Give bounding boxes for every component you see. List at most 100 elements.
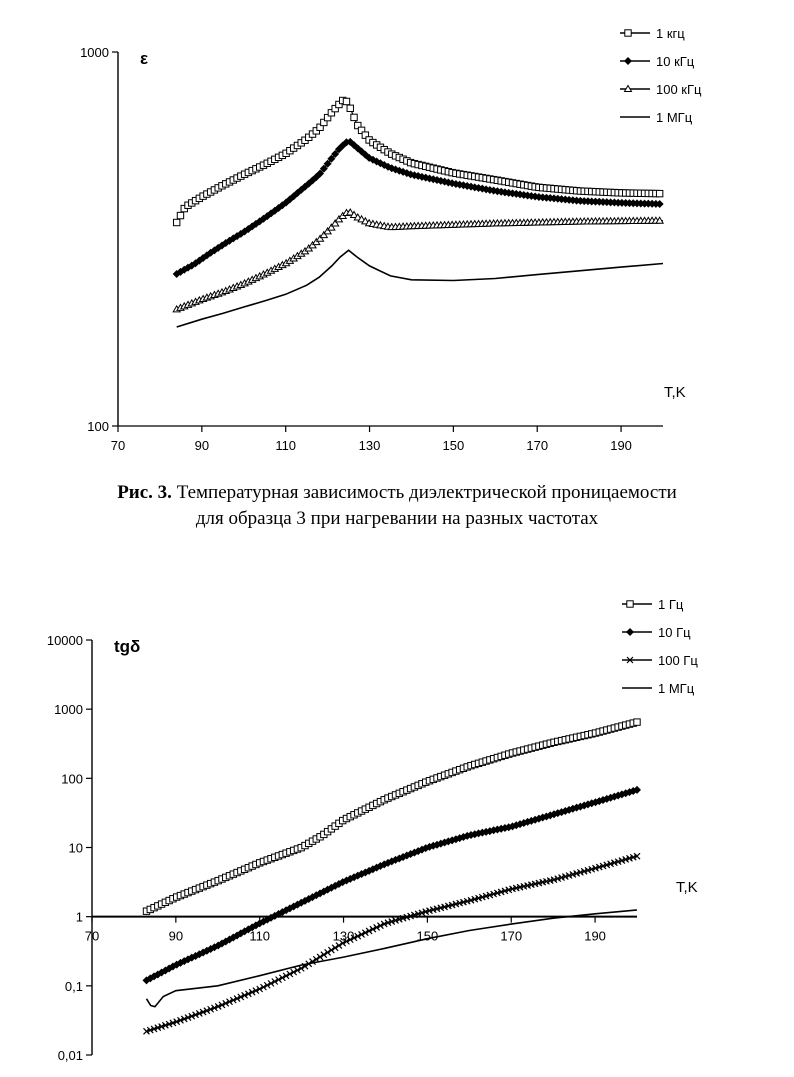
marker-100-гц xyxy=(290,968,298,976)
series-line-10-кгц xyxy=(176,139,664,275)
marker-100-гц xyxy=(388,918,396,925)
marker-100-гц xyxy=(331,944,339,952)
marker-10-гц xyxy=(463,831,472,840)
series-10-кгц xyxy=(172,137,664,278)
marker-100-гц xyxy=(158,1023,166,1030)
marker-100-гц xyxy=(161,1021,169,1029)
legend-entry-100-гц: 100 Гц xyxy=(622,653,698,668)
legend-entry-100-кгц: 100 кГц xyxy=(620,82,702,97)
marker-100-кгц xyxy=(323,226,332,235)
marker-100-гц xyxy=(610,859,618,867)
x-tick-label: 70 xyxy=(111,438,125,453)
marker-1-кгц xyxy=(361,131,370,139)
marker-10-гц xyxy=(474,829,483,838)
series-line-1-мгц xyxy=(145,909,638,1008)
marker-10-гц xyxy=(331,881,340,890)
marker-10-гц xyxy=(599,795,608,804)
marker-100-гц xyxy=(392,917,399,924)
marker-100-гц xyxy=(241,991,249,999)
x-tick-label: 190 xyxy=(610,438,632,453)
legend-entry-1-мгц: 1 МГц xyxy=(620,110,693,125)
marker-10-гц xyxy=(327,883,336,892)
marker-10-гц xyxy=(285,904,294,913)
marker-100-гц xyxy=(410,911,418,919)
marker-100-гц xyxy=(603,861,611,869)
marker-1-кгц xyxy=(331,104,339,113)
marker-100-гц xyxy=(346,936,354,944)
marker-100-гц xyxy=(218,1001,226,1009)
legend-label: 100 кГц xyxy=(656,82,702,97)
marker-100-кгц xyxy=(345,207,355,216)
marker-100-гц xyxy=(622,856,630,863)
x-tick-label: 170 xyxy=(526,438,548,453)
marker-10-кгц xyxy=(327,154,336,163)
legend-marker xyxy=(626,656,634,664)
marker-100-гц xyxy=(418,909,426,917)
marker-100-гц xyxy=(180,1015,188,1023)
marker-100-гц xyxy=(226,998,233,1006)
marker-10-гц xyxy=(236,929,245,938)
legend-marker xyxy=(624,29,632,37)
marker-10-гц xyxy=(531,815,540,824)
marker-100-гц xyxy=(293,966,301,974)
marker-10-гц xyxy=(278,908,287,917)
marker-1-кгц xyxy=(327,109,336,117)
marker-1-кгц xyxy=(323,113,332,122)
marker-10-гц xyxy=(538,813,547,822)
series-line-10-гц xyxy=(146,789,638,981)
legend-marker xyxy=(626,628,634,636)
marker-100-гц xyxy=(154,1024,162,1032)
marker-100-гц xyxy=(335,942,343,949)
marker-100-гц xyxy=(633,852,641,860)
series-line-1-кгц xyxy=(176,97,664,223)
marker-10-гц xyxy=(568,804,577,813)
marker-100-гц xyxy=(369,925,377,933)
x-tick-label: 190 xyxy=(584,929,606,944)
marker-10-гц xyxy=(500,823,509,832)
caption-label: Рис. 3. xyxy=(117,482,172,503)
marker-100-гц xyxy=(629,853,637,861)
marker-100-гц xyxy=(260,983,267,991)
series-100-гц xyxy=(143,852,641,1035)
legend-entry-1-гц: 1 Гц xyxy=(622,597,684,612)
x-tick-label: 70 xyxy=(85,929,99,944)
legend-label: 1 МГц xyxy=(658,681,695,696)
legend-label: 100 Гц xyxy=(658,653,698,668)
marker-10-кгц xyxy=(319,164,328,173)
marker-10-гц xyxy=(482,827,491,836)
marker-10-гц xyxy=(206,945,215,954)
x-tick-label: 150 xyxy=(417,929,439,944)
marker-10-гц xyxy=(282,906,291,915)
marker-1-кгц xyxy=(172,218,181,227)
marker-100-гц xyxy=(195,1009,203,1017)
marker-100-гц xyxy=(380,920,388,928)
marker-10-гц xyxy=(629,787,638,796)
marker-100-гц xyxy=(203,1007,211,1015)
x-tick-label: 130 xyxy=(359,438,381,453)
y-tick-label: 100 xyxy=(87,419,109,434)
marker-10-гц xyxy=(323,885,332,894)
marker-100-гц xyxy=(361,929,369,937)
marker-100-гц xyxy=(384,919,392,927)
marker-100-гц xyxy=(199,1008,207,1016)
marker-100-гц xyxy=(592,864,599,872)
x-tick-label: 130 xyxy=(333,929,355,944)
marker-100-гц xyxy=(316,953,324,961)
series-100-кгц xyxy=(172,207,665,313)
marker-100-гц xyxy=(320,951,328,959)
x-axis-label: T,K xyxy=(676,879,698,896)
marker-10-гц xyxy=(591,798,600,807)
marker-10-гц xyxy=(614,791,623,800)
marker-100-гц xyxy=(207,1005,215,1013)
marker-10-гц xyxy=(633,785,641,794)
marker-1-кгц xyxy=(342,97,351,106)
x-tick-label: 170 xyxy=(500,929,522,944)
series-1-мгц xyxy=(145,909,638,1008)
marker-1-кгц xyxy=(655,189,664,198)
y-tick-label: 10000 xyxy=(47,633,83,648)
marker-100-гц xyxy=(143,1027,150,1035)
marker-10-гц xyxy=(425,842,434,851)
marker-100-гц xyxy=(192,1011,199,1019)
marker-10-кгц xyxy=(655,200,664,209)
marker-10-гц xyxy=(444,837,453,846)
